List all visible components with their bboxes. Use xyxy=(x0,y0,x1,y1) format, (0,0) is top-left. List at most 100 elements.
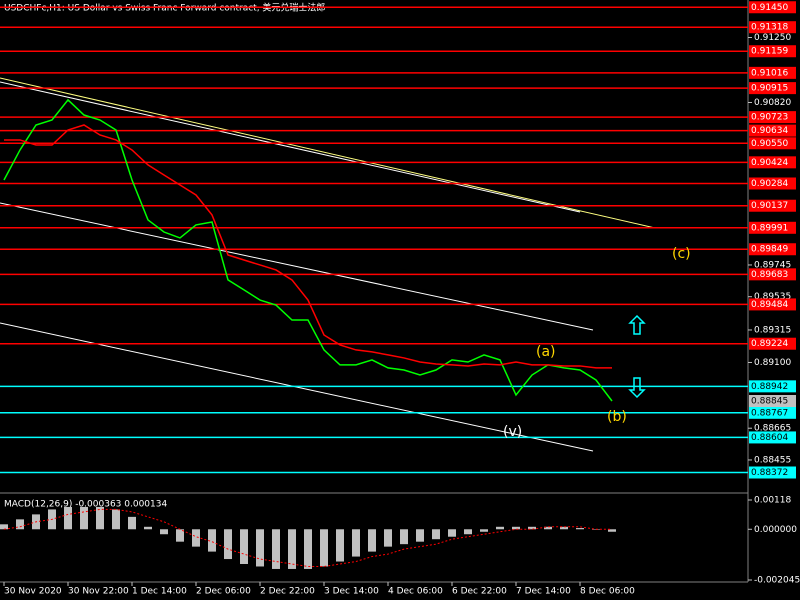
price-line xyxy=(3,98,613,402)
macd-bar xyxy=(528,526,536,530)
level-label: 0.91159 xyxy=(751,47,788,57)
macd-bar xyxy=(144,526,152,530)
y-tick-label: 0.89745 xyxy=(754,260,791,270)
x-tick-label: 6 Dec 22:00 xyxy=(452,587,507,597)
macd-bar xyxy=(16,519,24,530)
y-tick-label: 0.000000 xyxy=(754,525,797,535)
macd-bar xyxy=(400,529,408,545)
level-label-box xyxy=(749,406,796,419)
price-line xyxy=(4,124,612,369)
macd-bar xyxy=(480,529,488,532)
macd-bar xyxy=(496,526,504,530)
macd-bar xyxy=(608,529,616,532)
macd-bar xyxy=(176,529,184,542)
x-tick-label: 4 Dec 06:00 xyxy=(388,587,443,597)
y-tick-label: 0.88455 xyxy=(754,455,791,465)
level-label-box xyxy=(749,431,796,444)
level-label-box xyxy=(749,243,796,256)
level-label-box xyxy=(749,111,796,124)
x-tick-label: 2 Dec 06:00 xyxy=(196,587,251,597)
level-label-box xyxy=(749,221,796,234)
level-label-box xyxy=(749,124,796,137)
x-tick-label: 7 Dec 14:00 xyxy=(516,587,571,597)
level-label-box xyxy=(749,137,796,150)
x-tick-label: 8 Dec 06:00 xyxy=(580,587,635,597)
y-tick-label: 0.89100 xyxy=(754,358,791,368)
macd-bar xyxy=(336,529,344,562)
trendline xyxy=(0,81,581,213)
x-tick-label: 30 Nov 2020 xyxy=(4,587,62,597)
level-label-box xyxy=(749,66,796,79)
level-label: 0.89484 xyxy=(751,300,788,310)
level-label: 0.91016 xyxy=(751,68,788,78)
macd-bar xyxy=(208,529,216,552)
level-label-box xyxy=(749,268,796,281)
level-label: 0.91450 xyxy=(751,3,788,13)
trendline xyxy=(0,202,594,331)
macd-bar xyxy=(560,526,568,530)
macd-bar xyxy=(160,529,168,535)
macd-bar xyxy=(80,506,88,530)
current-price-label: 0.88845 xyxy=(751,397,788,407)
x-tick-label: 1 Dec 14:00 xyxy=(132,587,187,597)
macd-bar xyxy=(256,529,264,567)
macd-bar xyxy=(512,526,520,530)
level-label-box xyxy=(749,337,796,350)
macd-bar xyxy=(448,529,456,537)
level-label: 0.90284 xyxy=(751,179,788,189)
macd-bar xyxy=(544,526,552,530)
macd-bar xyxy=(272,529,280,569)
macd-title: MACD(12,26,9) -0.000363 0.000134 xyxy=(4,500,167,510)
wave-label: (b) xyxy=(607,409,627,425)
macd-bar xyxy=(224,529,232,560)
macd-bar xyxy=(464,529,472,535)
level-label-box xyxy=(749,199,796,212)
level-label: 0.90634 xyxy=(751,126,788,136)
macd-bar xyxy=(240,529,248,564)
level-label: 0.88767 xyxy=(751,408,788,418)
x-tick-label: 30 Nov 22:00 xyxy=(68,587,129,597)
wave-label: (a) xyxy=(536,344,556,360)
trendline xyxy=(0,77,656,229)
macd-bar xyxy=(304,529,312,569)
level-label-box xyxy=(749,380,796,393)
macd-bar xyxy=(576,528,584,530)
macd-bar xyxy=(384,529,392,547)
level-label: 0.90550 xyxy=(751,139,788,149)
macd-bar xyxy=(64,506,72,530)
macd-bar xyxy=(432,529,440,540)
level-label-box xyxy=(749,177,796,190)
level-label: 0.88942 xyxy=(751,382,788,392)
y-tick-label: 0.88665 xyxy=(754,424,791,434)
level-label-box xyxy=(749,21,796,34)
macd-bar xyxy=(416,529,424,542)
arrow-up xyxy=(628,314,646,335)
level-label: 0.88372 xyxy=(751,468,788,478)
x-tick-label: 2 Dec 22:00 xyxy=(260,587,315,597)
macd-bar xyxy=(96,506,104,530)
level-label: 0.88604 xyxy=(751,433,788,443)
x-tick-label: 3 Dec 14:00 xyxy=(324,587,379,597)
level-label: 0.90723 xyxy=(751,113,788,123)
level-label: 0.91318 xyxy=(751,23,788,33)
level-label-box xyxy=(749,82,796,95)
wave-label: (v) xyxy=(503,424,522,440)
macd-bar xyxy=(368,529,376,552)
y-tick-label: 0.90820 xyxy=(754,98,791,108)
macd-bar xyxy=(192,529,200,547)
level-label-box xyxy=(749,45,796,58)
y-tick-label: 0.00118 xyxy=(754,496,791,506)
y-tick-label: 0.91250 xyxy=(754,33,791,43)
level-label-box xyxy=(749,156,796,169)
y-tick-label: 0.89535 xyxy=(754,292,791,302)
macd-bar xyxy=(320,529,328,567)
macd-bar xyxy=(128,516,136,530)
macd-bar xyxy=(112,509,120,530)
macd-bar xyxy=(352,529,360,557)
macd-bar xyxy=(0,524,8,530)
level-label: 0.89224 xyxy=(751,339,788,349)
level-label: 0.89683 xyxy=(751,270,788,280)
level-label: 0.90915 xyxy=(751,84,788,94)
level-label-box xyxy=(749,1,796,14)
